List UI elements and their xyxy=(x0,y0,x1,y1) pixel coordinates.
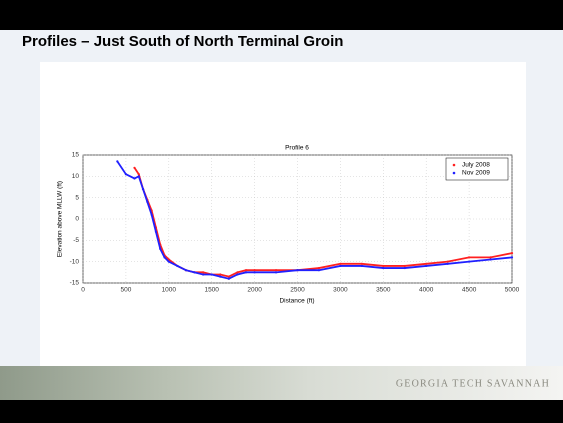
data-point xyxy=(403,264,406,268)
footer-strip xyxy=(0,366,563,400)
x-tick-label: 1500 xyxy=(204,287,219,294)
data-point xyxy=(382,266,385,270)
footer-text: GEORGIA TECH SAVANNAH xyxy=(396,378,550,389)
data-point xyxy=(446,260,449,263)
data-point xyxy=(425,264,428,268)
data-point xyxy=(116,160,119,163)
x-tick-label: 0 xyxy=(81,287,85,294)
x-axis-label: Distance (ft) xyxy=(279,298,314,305)
x-tick-label: 5000 xyxy=(505,287,520,294)
legend-label: Nov 2009 xyxy=(462,170,490,177)
y-tick-label: 0 xyxy=(75,216,79,223)
legend-marker xyxy=(452,171,456,175)
x-tick-label: 4500 xyxy=(462,287,477,294)
data-point xyxy=(202,271,205,274)
data-point xyxy=(489,256,492,259)
data-point xyxy=(425,262,428,265)
x-tick-label: 2500 xyxy=(290,287,305,294)
data-point xyxy=(339,264,342,268)
data-point xyxy=(236,271,239,274)
data-point xyxy=(159,247,162,250)
data-point xyxy=(253,271,256,274)
data-point xyxy=(253,269,256,272)
data-point xyxy=(468,260,471,263)
data-point xyxy=(339,262,342,265)
data-point xyxy=(124,173,127,176)
data-point xyxy=(244,271,248,274)
x-tick-label: 1000 xyxy=(162,287,177,294)
y-tick-label: 15 xyxy=(72,152,80,159)
data-point xyxy=(193,271,196,274)
data-point xyxy=(360,262,363,265)
y-axis-label: Elevation above MLLW (ft) xyxy=(57,181,64,257)
x-tick-label: 3500 xyxy=(376,287,391,294)
data-point xyxy=(167,260,170,263)
data-point xyxy=(219,273,222,276)
y-tick-label: 5 xyxy=(75,194,79,201)
data-point xyxy=(154,230,158,233)
slide-title: Profiles – Just South of North Terminal … xyxy=(22,33,343,50)
data-point xyxy=(403,266,406,270)
data-point xyxy=(202,273,205,276)
chart-title: Profile 6 xyxy=(285,145,309,152)
legend-marker xyxy=(452,163,456,167)
x-tick-label: 4000 xyxy=(419,287,434,294)
x-tick-label: 3000 xyxy=(333,287,348,294)
y-tick-label: 10 xyxy=(72,173,80,180)
data-point xyxy=(510,256,514,259)
x-tick-label: 2000 xyxy=(247,287,262,294)
data-point xyxy=(227,277,230,280)
data-point xyxy=(360,264,363,268)
legend-label: July 2008 xyxy=(462,162,490,169)
data-point xyxy=(137,175,140,178)
data-point xyxy=(133,166,136,169)
legend-box xyxy=(445,157,509,181)
top-band xyxy=(0,0,563,30)
data-point xyxy=(489,258,492,261)
data-point xyxy=(317,269,321,272)
x-tick-label: 500 xyxy=(120,287,131,294)
data-point xyxy=(227,275,230,278)
data-point xyxy=(133,177,136,180)
y-tick-label: -5 xyxy=(73,237,79,244)
data-point xyxy=(219,275,222,278)
data-point xyxy=(210,273,213,276)
data-point xyxy=(274,271,278,274)
data-point xyxy=(176,264,179,268)
data-point xyxy=(244,269,248,272)
chart-panel xyxy=(40,62,526,367)
data-point xyxy=(236,273,239,276)
data-point xyxy=(510,252,514,255)
data-point xyxy=(137,173,140,176)
data-point xyxy=(141,188,145,191)
y-tick-label: -10 xyxy=(70,258,80,265)
data-point xyxy=(184,269,188,272)
data-point xyxy=(163,256,166,259)
data-point xyxy=(146,200,149,204)
data-point xyxy=(274,269,278,272)
data-point xyxy=(468,256,471,259)
data-point xyxy=(296,269,299,272)
bottom-band xyxy=(0,400,563,423)
data-point xyxy=(150,213,153,216)
data-point xyxy=(382,264,385,268)
y-tick-label: -15 xyxy=(70,280,80,287)
data-point xyxy=(317,266,321,270)
data-point xyxy=(446,262,449,265)
